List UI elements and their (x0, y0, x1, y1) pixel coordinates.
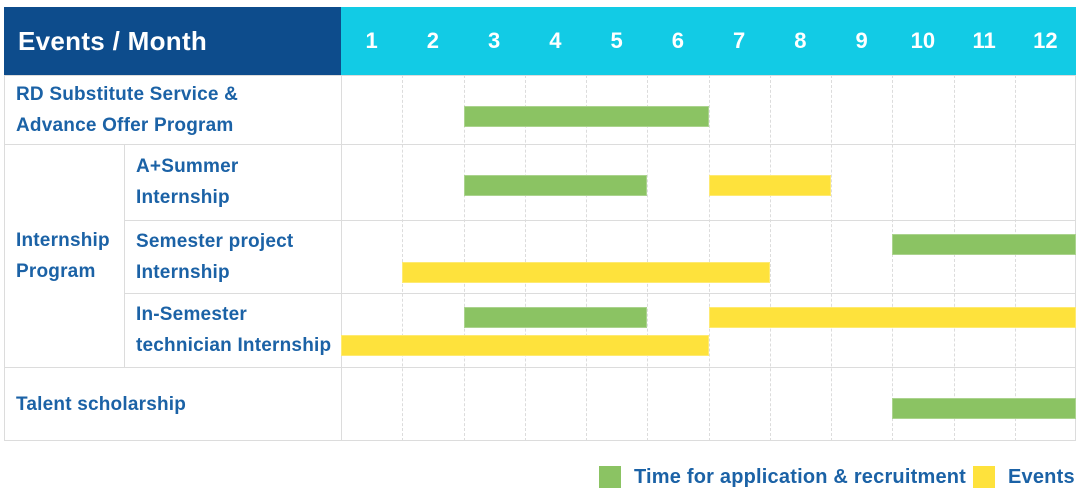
gantt-table: Events / Month 1 2 3 4 5 6 7 8 9 10 11 12 RD Substi… (4, 7, 1076, 441)
row-divider (124, 220, 1076, 221)
application-bar (463, 307, 648, 328)
event-bar (708, 307, 1076, 328)
sub-column-divider (124, 144, 125, 367)
row-divider (124, 293, 1076, 294)
legend-item-event: Events (973, 466, 1075, 488)
row-divider (4, 75, 1076, 76)
label-line: technician Internship (136, 335, 332, 356)
table-title: Events / Month (18, 25, 208, 56)
month-gridline (831, 75, 832, 441)
row-divider (4, 440, 1076, 441)
event-swatch (973, 466, 995, 488)
label-line: Program (16, 260, 96, 282)
row-label-a-summer-internship: A+Summer Internship (124, 144, 341, 220)
month-gridline (647, 75, 649, 441)
month-header-8: 8 (794, 28, 807, 53)
month-header-2: 2 (426, 28, 439, 53)
legend-label: Events (1008, 465, 1075, 488)
group-label-internship-program: Internship Program (4, 144, 124, 367)
label-line: Internship (16, 229, 110, 251)
month-gridline (586, 75, 587, 441)
label-line: Internship (136, 187, 230, 208)
row-divider (4, 367, 1076, 368)
month-gridline (892, 75, 894, 441)
label-column-divider (341, 75, 342, 441)
month-gridline (708, 75, 710, 441)
month-gridline (463, 75, 465, 441)
label-line: In-Semester (136, 304, 247, 325)
label-line: Semester project (136, 230, 294, 252)
application-bar (892, 398, 1076, 419)
month-gridline (769, 75, 771, 441)
legend-label: Time for application & recruitment (634, 465, 967, 488)
month-gridline (402, 75, 404, 441)
application-bar (463, 106, 709, 127)
application-swatch (599, 466, 621, 488)
month-header-5: 5 (610, 28, 623, 53)
month-header-7: 7 (733, 28, 746, 53)
month-header-row: 1 2 3 4 5 6 7 8 9 10 11 12 (341, 7, 1076, 75)
row-label-in-semester-technician-internship: In-Semester technician Internship (124, 293, 341, 367)
right-border (1075, 75, 1076, 441)
month-header-1: 1 (365, 28, 378, 53)
month-header-3: 3 (488, 28, 501, 53)
application-bar (892, 234, 1076, 255)
month-gridline (524, 75, 526, 441)
month-header-12: 12 (1033, 28, 1058, 53)
label-line: Advance Offer Program (16, 114, 234, 136)
label-line: Talent scholarship (16, 393, 187, 415)
label-line: RD Substitute Service & (16, 83, 239, 105)
row-label-talent-scholarship: Talent scholarship (4, 367, 341, 441)
month-gridline (1014, 75, 1016, 441)
row-divider (4, 144, 1076, 145)
left-border (4, 75, 5, 441)
legend-item-application: Time for application & recruitment (599, 466, 966, 488)
label-line: Internship (136, 261, 230, 283)
event-bar (402, 262, 770, 283)
row-label-rd-substitute: RD Substitute Service & Advance Offer Pro… (4, 75, 341, 144)
month-header-4: 4 (549, 28, 562, 53)
month-header-6: 6 (671, 28, 684, 53)
month-gridline (953, 75, 955, 441)
row-label-semester-project-internship: Semester project Internship (124, 220, 341, 293)
event-bar (341, 335, 709, 356)
label-line: A+Summer (136, 156, 239, 177)
application-bar (463, 175, 648, 196)
event-bar (708, 175, 831, 196)
month-header-9: 9 (855, 28, 868, 53)
table-header-title-cell: Events / Month (4, 7, 341, 75)
month-header-10: 10 (910, 28, 936, 53)
month-header-11: 11 (972, 28, 996, 53)
